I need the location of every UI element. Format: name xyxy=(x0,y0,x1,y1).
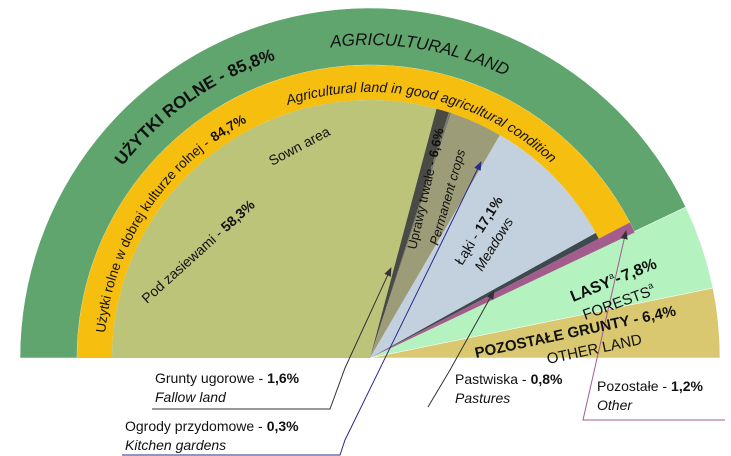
callout-en: Other xyxy=(597,397,633,413)
callout-en: Pastures xyxy=(455,390,510,406)
label-part: 1,2% xyxy=(671,378,703,394)
leader-pastures xyxy=(427,290,495,408)
slice xyxy=(370,222,635,358)
callout-pl: Grunty ugorowe -1,6% xyxy=(155,370,300,386)
callout-pl: Pastwiska -0,8% xyxy=(455,371,563,387)
label-part: Kitchen gardens xyxy=(125,437,226,453)
callout-en: Fallow land xyxy=(155,389,227,405)
label-part: 1,6% xyxy=(267,370,299,386)
label-part: Pastures xyxy=(455,390,510,406)
label-part: a xyxy=(646,280,654,291)
slice xyxy=(370,113,500,358)
slice xyxy=(370,112,452,358)
slice xyxy=(112,99,437,359)
callout-en: Kitchen gardens xyxy=(125,437,226,453)
label-part: - xyxy=(612,270,623,288)
slice xyxy=(369,287,721,359)
callout-pl: Pozostałe -1,2% xyxy=(597,378,704,394)
slices xyxy=(19,7,721,359)
label-part: Other xyxy=(597,397,633,413)
slice xyxy=(370,108,449,358)
label-part: 0,8% xyxy=(531,371,563,387)
slice xyxy=(370,135,596,358)
label-part: Grunty ugorowe - xyxy=(155,370,263,386)
label-part: Pozostałe - xyxy=(597,378,667,394)
label-part: 6,4% xyxy=(641,303,678,327)
label-part: a xyxy=(607,270,615,281)
label-part: 0,3% xyxy=(267,418,299,434)
leader-fallow xyxy=(152,267,392,410)
label-part: Fallow land xyxy=(155,389,227,405)
slice xyxy=(77,64,630,358)
slice xyxy=(370,232,599,358)
leaders xyxy=(122,161,725,456)
label-part: Pastwiska - xyxy=(455,371,527,387)
leader-kitchen xyxy=(122,161,482,456)
label-part: Ogrody przydomowe - xyxy=(125,418,263,434)
leader-other xyxy=(582,230,725,421)
label-part: 6,6% xyxy=(426,126,447,159)
callout-pl: Ogrody przydomowe -0,3% xyxy=(125,418,299,434)
